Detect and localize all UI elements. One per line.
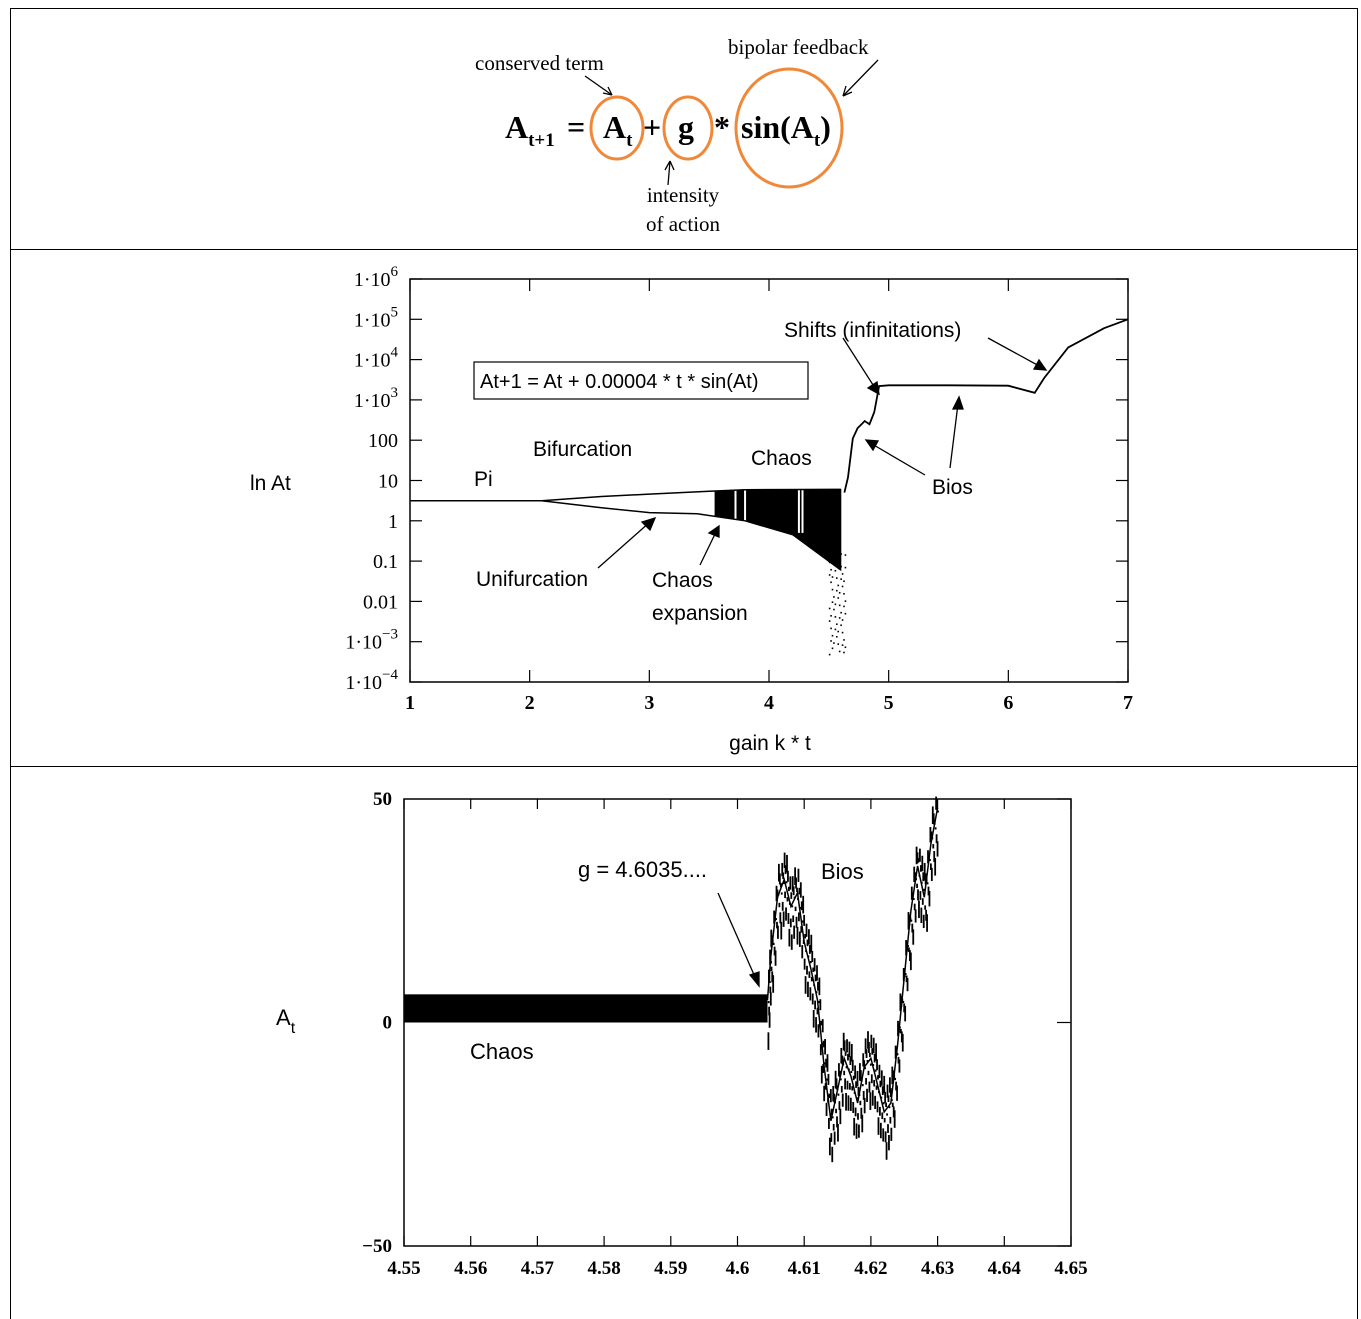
arrow-conserved-head — [602, 86, 613, 96]
equation-panel: conserved term bipolar feedback intensit… — [475, 35, 879, 236]
label-bipolar-feedback: bipolar feedback — [728, 35, 869, 59]
arrow-conserved — [584, 75, 613, 96]
figure-frame — [10, 8, 1358, 1319]
conserved-term-circle — [589, 95, 645, 161]
eq-g: g — [678, 109, 694, 145]
arrow-bipolar — [842, 59, 879, 97]
label-of-action: of action — [646, 212, 721, 236]
eq-equals: = — [567, 109, 585, 145]
intensity-circle — [662, 95, 714, 161]
divider-1 — [10, 249, 1358, 250]
label-conserved-term: conserved term — [475, 51, 604, 75]
divider-2 — [10, 766, 1358, 767]
bipolar-feedback-circle — [734, 67, 844, 189]
label-intensity: intensity — [647, 183, 720, 207]
arrow-intensity — [667, 160, 671, 186]
eq-lhs: At+1 — [505, 109, 555, 151]
eq-sin-term: sin(At) — [741, 109, 831, 151]
arrow-bipolar-head — [842, 85, 853, 97]
eq-plus: + — [643, 109, 661, 145]
eq-term-conserved: At — [603, 109, 633, 151]
eq-times: * — [714, 109, 730, 145]
arrow-intensity-head — [664, 160, 675, 171]
